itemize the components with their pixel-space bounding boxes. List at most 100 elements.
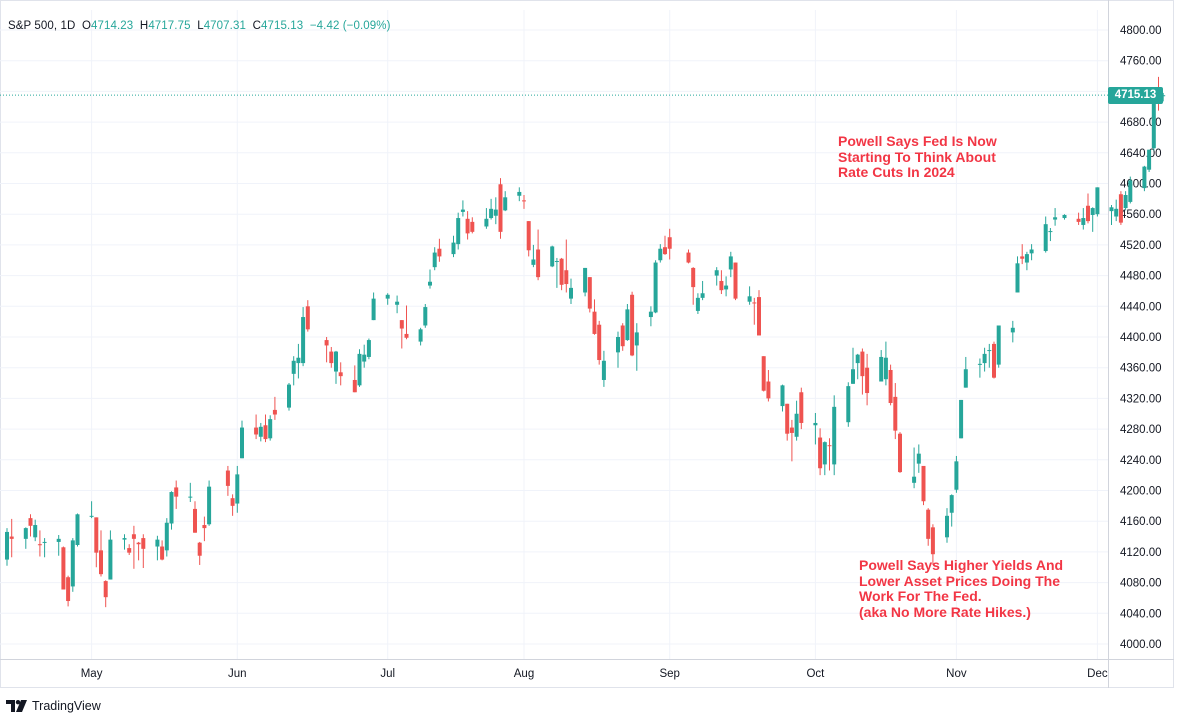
x-tick-label: Dec xyxy=(1087,668,1108,680)
candle-body xyxy=(949,495,954,513)
candle-body xyxy=(334,351,338,372)
candle-body xyxy=(587,277,592,309)
candle-body xyxy=(418,329,423,342)
candle-body xyxy=(193,508,197,533)
candle-body xyxy=(724,285,729,290)
candle-body xyxy=(846,386,851,423)
candle-body xyxy=(719,280,724,291)
candle-body xyxy=(169,492,174,524)
candlestick-chart[interactable]: 4000.00 4040.00 4080.00 4120.00 4160.00 4200.… xyxy=(0,0,1174,688)
annotation-higher-yields: Powell Says Higher Yields And Lower Asse… xyxy=(859,557,1064,620)
candle-body xyxy=(1053,217,1058,220)
candle-body xyxy=(592,311,597,334)
candle-body xyxy=(470,221,475,232)
candle-body xyxy=(207,486,212,525)
candle-body xyxy=(352,379,357,393)
candle-body xyxy=(122,538,127,540)
candle-body xyxy=(489,208,494,219)
candle-body xyxy=(827,445,832,447)
y-tick-label: 4000.00 xyxy=(1120,639,1162,651)
candle-body xyxy=(893,396,898,431)
candle-body xyxy=(996,325,1001,365)
candle-body xyxy=(597,324,602,361)
candle-body xyxy=(630,294,635,356)
candle-body xyxy=(531,259,536,265)
candle-body xyxy=(977,363,982,365)
candle-body xyxy=(174,487,179,497)
candle-body xyxy=(757,297,761,336)
y-tick-label: 4640.00 xyxy=(1120,148,1162,160)
candle-body xyxy=(108,539,113,580)
candle-body xyxy=(70,540,75,587)
candle-body xyxy=(324,340,329,346)
candle-body xyxy=(785,403,790,434)
candle-body xyxy=(28,518,33,526)
candle-body xyxy=(301,317,306,364)
candle-body xyxy=(272,409,277,415)
candle-body xyxy=(865,367,870,394)
candle-body xyxy=(1161,95,1166,97)
candle-body xyxy=(601,360,606,380)
last-price-tag: 4715.13 xyxy=(1108,87,1163,104)
candle-body xyxy=(395,301,400,305)
candle-body xyxy=(1090,208,1095,215)
candle-body xyxy=(291,360,296,374)
candle-body xyxy=(1128,180,1133,202)
candle-body xyxy=(625,309,630,341)
y-tick-label: 4600.00 xyxy=(1120,179,1162,191)
candle-body xyxy=(766,381,771,399)
open-value: 4714.23 xyxy=(91,20,134,32)
candle-body xyxy=(263,425,268,440)
candle-body xyxy=(451,242,456,255)
tradingview-branding[interactable]: TradingView xyxy=(6,697,101,715)
candle-body xyxy=(456,218,461,245)
candle-body xyxy=(254,427,259,435)
candle-body xyxy=(155,539,160,547)
annotation-rate-cuts: Powell Says Fed Is Now Starting To Think… xyxy=(838,133,997,180)
candle-body xyxy=(761,356,766,391)
y-tick-label: 4360.00 xyxy=(1120,363,1162,375)
candle-body xyxy=(230,498,235,506)
candle-body xyxy=(992,343,996,378)
candle-body xyxy=(982,353,987,364)
candle-body xyxy=(1118,194,1123,223)
candle-body xyxy=(959,399,964,439)
candle-body xyxy=(832,406,837,465)
candle-body xyxy=(498,184,503,232)
candle-body xyxy=(460,209,465,212)
candle-body xyxy=(883,357,888,380)
candle-body xyxy=(926,509,931,539)
candle-body xyxy=(963,369,968,388)
candle-body xyxy=(1048,231,1053,233)
candle-body xyxy=(258,426,263,437)
candle-body xyxy=(103,581,108,598)
candle-body xyxy=(202,525,207,529)
candle-body xyxy=(855,354,860,364)
y-tick-label: 4240.00 xyxy=(1120,455,1162,467)
candle-body xyxy=(188,496,193,498)
candle-body xyxy=(747,296,752,302)
candle-body xyxy=(686,252,691,263)
interval-label[interactable]: 1D xyxy=(60,20,76,32)
candle-body xyxy=(1043,224,1048,252)
candle-body xyxy=(860,351,865,377)
candle-body xyxy=(268,419,273,439)
y-tick-label: 4480.00 xyxy=(1120,271,1162,283)
candle-body xyxy=(404,333,409,338)
candle-body xyxy=(296,357,301,364)
low-value: 4707.31 xyxy=(203,20,246,32)
symbol-label[interactable]: S&P 500 xyxy=(8,20,54,32)
candle-body xyxy=(559,258,564,285)
high-value: 4717.75 xyxy=(148,20,191,32)
candle-body xyxy=(1024,254,1029,263)
candle-body xyxy=(517,191,522,196)
candle-body xyxy=(160,546,165,560)
y-tick-label: 4040.00 xyxy=(1120,608,1162,620)
x-tick-label: Jun xyxy=(228,668,247,680)
chart-frame[interactable] xyxy=(0,0,1174,688)
change-value: −4.42 (−0.09%) xyxy=(309,20,391,32)
candle-body xyxy=(141,538,146,549)
candle-body xyxy=(5,531,9,560)
candle-body xyxy=(945,515,949,538)
candle-body xyxy=(136,542,141,545)
